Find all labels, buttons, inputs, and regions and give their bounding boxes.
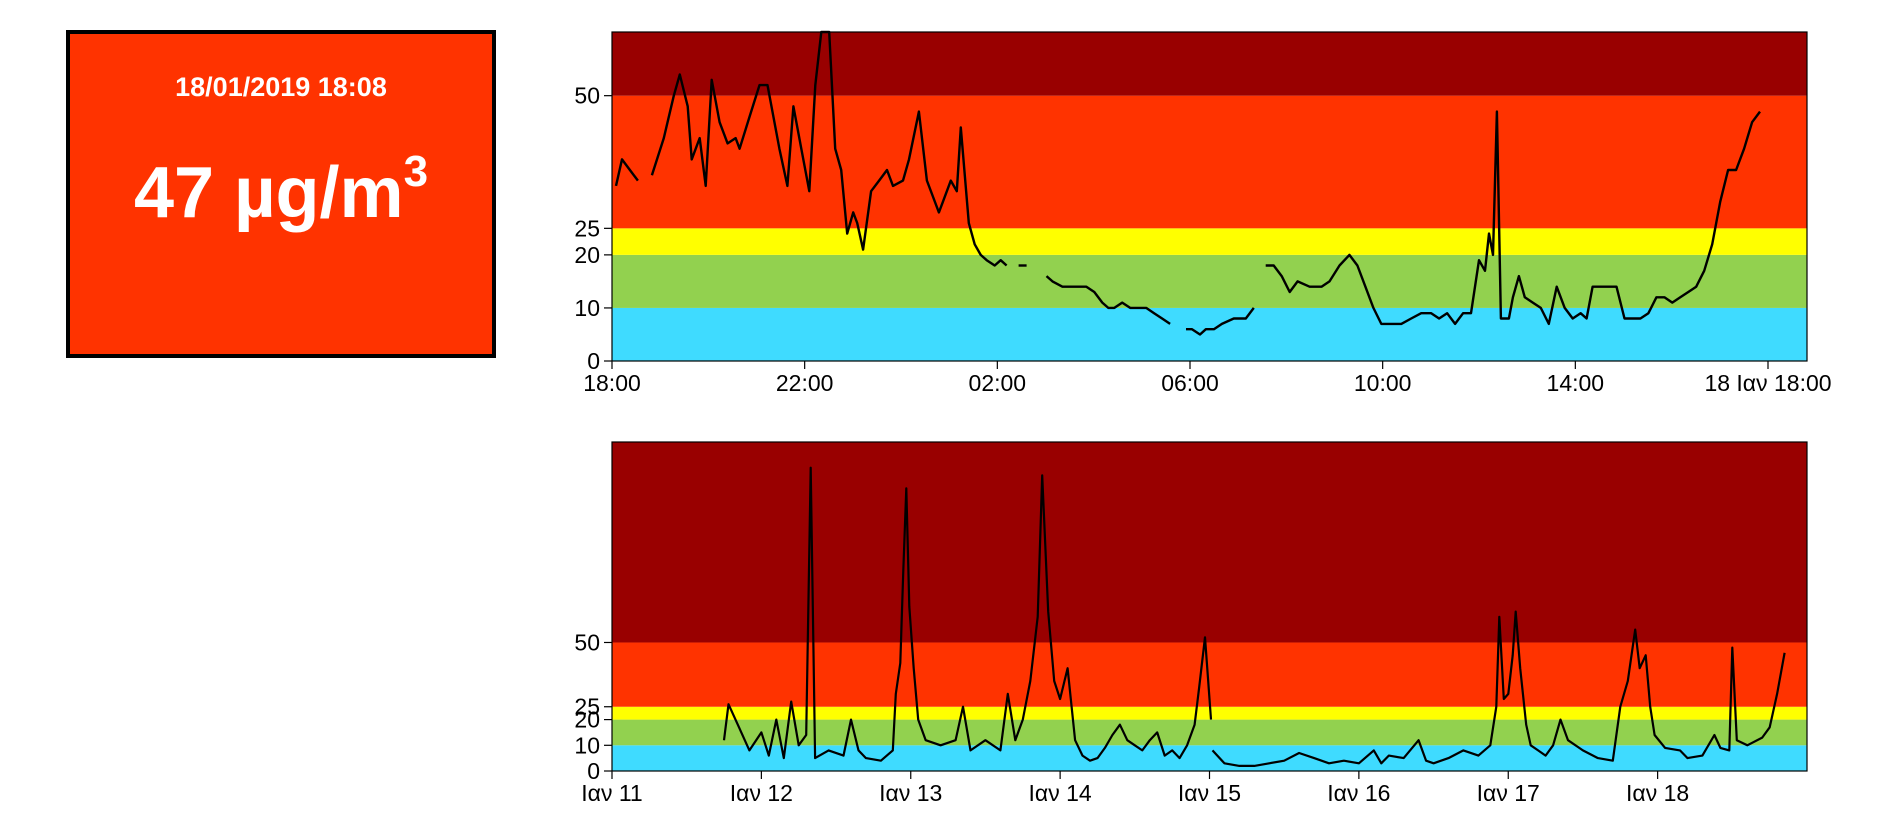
band-4 bbox=[612, 442, 1807, 643]
band-3 bbox=[612, 95, 1807, 229]
series-line bbox=[614, 158, 639, 187]
x-tick-label: 02:00 bbox=[969, 370, 1027, 396]
current-unit: µg/m bbox=[234, 153, 404, 233]
band-2 bbox=[612, 228, 1807, 255]
series-line bbox=[650, 30, 1008, 267]
x-tick-label: 18 Ιαν 18:00 bbox=[1704, 370, 1831, 396]
y-tick-label: 10 bbox=[574, 732, 600, 758]
x-tick-label: Ιαν 13 bbox=[879, 780, 942, 806]
current-value: 47 bbox=[133, 153, 215, 233]
x-tick-label: 10:00 bbox=[1354, 370, 1412, 396]
x-tick-label: Ιαν 15 bbox=[1178, 780, 1241, 806]
band-0 bbox=[612, 307, 1807, 361]
x-tick-label: Ιαν 14 bbox=[1029, 780, 1092, 806]
series-line bbox=[1265, 110, 1761, 326]
band-0 bbox=[612, 745, 1807, 771]
current-timestamp: 18/01/2019 18:08 bbox=[175, 72, 387, 102]
x-tick-label: Ιαν 16 bbox=[1327, 780, 1390, 806]
y-tick-label: 20 bbox=[574, 242, 600, 268]
band-4 bbox=[612, 32, 1807, 96]
plot-frame bbox=[611, 31, 1808, 362]
current-value-display: 47 µg/m3 bbox=[70, 147, 492, 234]
y-tick-label: 25 bbox=[574, 215, 600, 241]
series-line bbox=[1045, 275, 1171, 325]
y-tick-label: 10 bbox=[574, 295, 600, 321]
series-line bbox=[1186, 307, 1255, 336]
current-unit-exponent: 3 bbox=[403, 147, 429, 196]
y-tick-label: 50 bbox=[574, 629, 600, 655]
y-tick-label: 0 bbox=[587, 758, 600, 784]
x-tick-label: Ιαν 12 bbox=[730, 780, 793, 806]
y-tick-label: 50 bbox=[574, 83, 600, 109]
current-value-card: 18/01/2019 18:08 47 µg/m3 bbox=[66, 30, 496, 358]
x-tick-label: Ιαν 17 bbox=[1477, 780, 1540, 806]
y-tick-label: 25 bbox=[574, 694, 600, 720]
x-tick-label: 18:00 bbox=[583, 370, 641, 396]
series-line bbox=[722, 466, 1213, 762]
x-tick-label: 14:00 bbox=[1547, 370, 1605, 396]
series-line bbox=[1211, 610, 1786, 767]
band-1 bbox=[612, 719, 1807, 746]
x-tick-label: Ιαν 18 bbox=[1626, 780, 1689, 806]
x-tick-label: 06:00 bbox=[1161, 370, 1219, 396]
y-tick-label: 0 bbox=[587, 348, 600, 374]
x-tick-label: 22:00 bbox=[776, 370, 834, 396]
y-tick-label: 20 bbox=[574, 707, 600, 733]
x-tick-label: Ιαν 11 bbox=[581, 780, 642, 806]
band-1 bbox=[612, 254, 1807, 308]
